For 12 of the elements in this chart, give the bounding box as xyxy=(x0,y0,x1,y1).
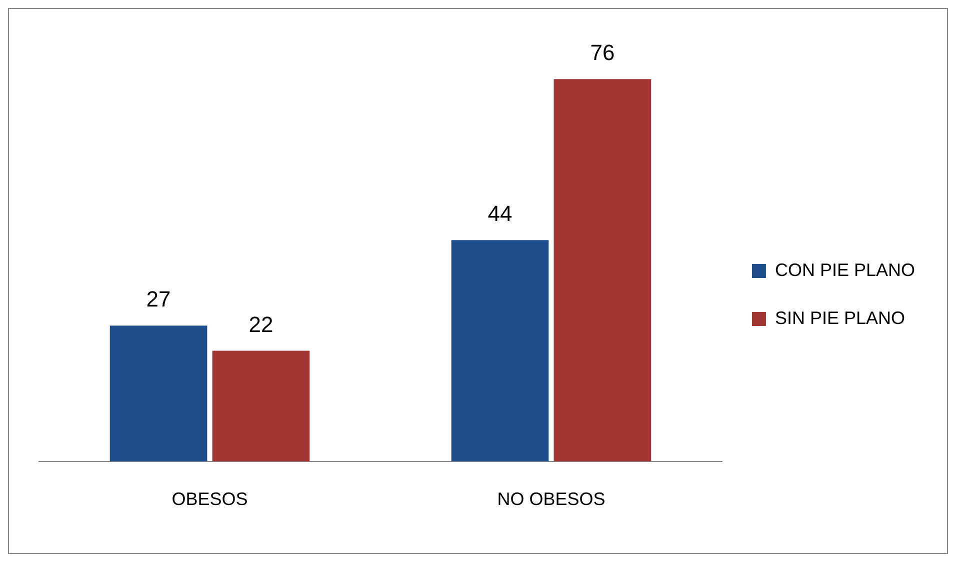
data-label: 27 xyxy=(146,286,171,312)
bar xyxy=(554,79,652,462)
data-label: 76 xyxy=(590,40,615,66)
bar xyxy=(110,326,208,462)
legend-label: SIN PIE PLANO xyxy=(774,308,906,328)
x-tick-label: OBESOS xyxy=(172,489,248,510)
bar xyxy=(212,350,310,462)
legend-label: CON PIE PLANO xyxy=(774,260,916,280)
data-label: 44 xyxy=(488,201,512,226)
data-label: 22 xyxy=(248,312,274,337)
x-tick-label: NO OBESOS xyxy=(497,489,606,510)
bar xyxy=(451,240,549,462)
